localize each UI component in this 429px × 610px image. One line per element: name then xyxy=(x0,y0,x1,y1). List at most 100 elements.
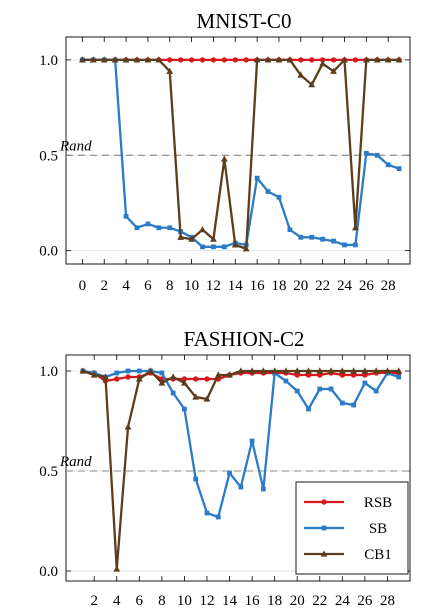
data-point-cb1 xyxy=(188,235,195,242)
x-tick-label: 6 xyxy=(144,278,152,294)
data-point-rsb xyxy=(350,372,357,378)
y-tick-label: 0.5 xyxy=(39,464,58,480)
legend-marker-rsb xyxy=(321,499,327,505)
data-point-sb xyxy=(309,234,315,240)
data-point-cb1 xyxy=(220,155,228,162)
data-point-rsb xyxy=(339,372,346,378)
data-point-cb1 xyxy=(135,375,143,382)
data-point-rsb xyxy=(204,376,210,382)
data-point-cb1 xyxy=(169,373,177,380)
legend-label-cb1: CB1 xyxy=(364,547,392,563)
data-point-sb xyxy=(331,238,336,244)
data-point-rsb xyxy=(305,372,312,378)
data-point-cb1 xyxy=(111,56,119,63)
data-point-rsb xyxy=(177,57,184,63)
plot-frame xyxy=(65,36,411,265)
x-tick-label: 2 xyxy=(90,593,98,609)
data-point-sb xyxy=(159,370,165,376)
data-point-cb1 xyxy=(79,367,87,374)
data-point-sb xyxy=(265,189,271,194)
data-point-sb xyxy=(396,166,402,172)
y-tick-label: 0.0 xyxy=(39,564,58,580)
data-point-cb1 xyxy=(133,56,141,63)
data-point-cb1 xyxy=(166,67,174,74)
x-tick-label: 28 xyxy=(381,278,396,294)
data-point-cb1 xyxy=(297,71,305,78)
legend-marker-cb1 xyxy=(320,550,328,557)
random-baseline-label: Rand xyxy=(59,454,92,470)
chart-title: FASHION-C2 xyxy=(184,327,305,351)
data-point-cb1 xyxy=(330,67,337,74)
x-tick-label: 8 xyxy=(166,278,174,294)
data-point-cb1 xyxy=(177,233,185,240)
data-point-sb xyxy=(238,484,244,490)
x-tick-label: 26 xyxy=(359,278,375,294)
data-point-sb xyxy=(200,244,205,250)
data-point-sb xyxy=(182,406,187,412)
data-point-rsb xyxy=(352,57,359,63)
data-point-cb1 xyxy=(90,371,98,378)
data-point-sb xyxy=(254,175,260,181)
data-point-sb xyxy=(374,152,380,158)
data-point-cb1 xyxy=(384,367,391,374)
data-point-rsb xyxy=(181,376,188,382)
data-point-sb xyxy=(385,162,391,168)
data-point-sb xyxy=(123,213,129,219)
data-point-cb1 xyxy=(253,56,261,63)
data-point-sb xyxy=(352,242,358,248)
x-tick-label: 14 xyxy=(222,593,238,609)
x-tick-label: 14 xyxy=(228,278,244,294)
x-tick-label: 2 xyxy=(100,278,108,294)
legend-label-rsb: RSB xyxy=(364,495,392,511)
data-point-cb1 xyxy=(181,379,188,386)
data-point-rsb xyxy=(232,57,238,63)
x-tick-label: 26 xyxy=(357,593,373,609)
data-point-rsb xyxy=(199,57,206,63)
data-point-cb1 xyxy=(372,367,380,374)
data-point-rsb xyxy=(114,376,120,382)
data-point-sb xyxy=(283,378,289,384)
data-point-cb1 xyxy=(231,241,239,248)
data-point-sb xyxy=(396,374,402,380)
x-tick-label: 4 xyxy=(113,593,121,609)
data-point-sb xyxy=(294,388,300,394)
data-point-sb xyxy=(298,234,304,240)
data-point-sb xyxy=(276,194,282,200)
data-point-sb xyxy=(249,438,255,444)
data-point-cb1 xyxy=(308,81,316,88)
data-point-sb xyxy=(193,476,199,482)
data-point-cb1 xyxy=(124,423,132,430)
data-point-sb xyxy=(373,388,379,394)
data-point-cb1 xyxy=(89,56,97,63)
data-point-cb1 xyxy=(286,56,294,63)
data-point-sb xyxy=(221,244,227,250)
y-tick-label: 1.0 xyxy=(39,364,58,380)
data-point-cb1 xyxy=(259,367,267,374)
data-point-rsb xyxy=(243,57,249,63)
x-tick-label: 22 xyxy=(312,593,327,609)
data-point-sb xyxy=(215,514,221,520)
data-point-cb1 xyxy=(210,235,217,242)
chart-title: MNIST-C0 xyxy=(197,9,292,33)
data-point-cb1 xyxy=(362,56,370,63)
data-point-sb xyxy=(167,225,173,231)
data-point-cb1 xyxy=(373,56,381,63)
data-point-cb1 xyxy=(199,226,206,233)
plot-frame xyxy=(65,354,411,582)
chart-fashion-c2: FASHION-C2 0.00.51.02 4 6 8 10 12 14 16 18 20 22 24… xyxy=(39,327,411,609)
x-tick-label: 20 xyxy=(290,593,305,609)
data-point-sb xyxy=(125,368,131,374)
x-tick-label: 24 xyxy=(335,593,351,609)
x-tick-label: 16 xyxy=(250,278,266,294)
data-point-sb xyxy=(136,368,142,374)
data-point-sb xyxy=(204,510,210,516)
data-point-sb xyxy=(260,486,266,492)
data-point-cb1 xyxy=(158,379,166,386)
data-point-cb1 xyxy=(361,367,369,374)
data-point-rsb xyxy=(210,57,217,63)
data-point-sb xyxy=(156,225,162,231)
data-point-cb1 xyxy=(282,367,290,374)
legend-label-sb: SB xyxy=(369,521,387,537)
